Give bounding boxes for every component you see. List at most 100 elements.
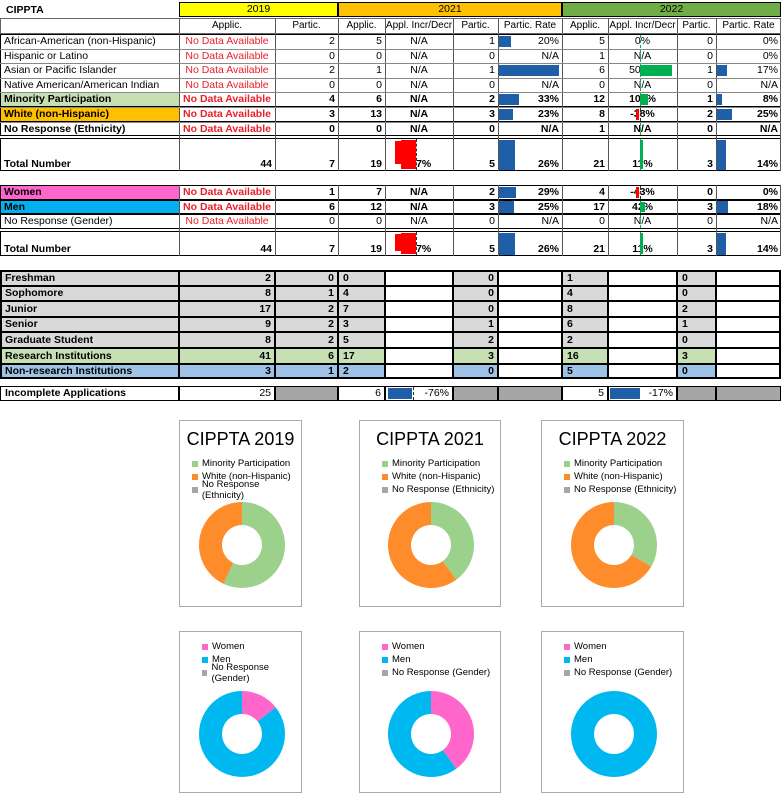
- cell-r22: 25%: [756, 108, 778, 121]
- row-label: Incomplete Applications: [0, 386, 179, 402]
- legend-swatch: [382, 473, 388, 480]
- cell-r22: 14%: [756, 157, 778, 170]
- partic-rate-bar: [717, 232, 726, 255]
- legend-item: No Response (Gender): [202, 662, 301, 684]
- blank-cell: [498, 316, 562, 333]
- cell-a22: 8: [599, 108, 605, 121]
- cell-r22: 0%: [762, 35, 778, 48]
- legend-swatch: [382, 486, 388, 493]
- partic-rate-bar: [717, 93, 722, 106]
- cell-a22: 8: [562, 301, 608, 317]
- legend-label: Minority Participation: [392, 458, 481, 469]
- legend-label: White (non-Hispanic): [202, 471, 291, 482]
- grey-cell: [498, 386, 562, 402]
- cell-r22: 14%: [756, 242, 778, 255]
- row-label: Hispanic or Latino: [4, 49, 89, 62]
- cell-a19: 44: [260, 242, 272, 255]
- legend-swatch: [202, 643, 208, 650]
- cell-a21: 0: [376, 215, 382, 228]
- legend-label: No Response (Gender): [392, 667, 491, 678]
- column-header-r22: Partic. Rate: [722, 20, 775, 31]
- legend-swatch: [564, 656, 570, 663]
- cell-p21: 0: [489, 49, 495, 62]
- incomplete-bar-2021: [388, 388, 412, 400]
- cell-i21: N/A: [410, 35, 428, 48]
- cell-a22: 4: [562, 285, 608, 302]
- cell-r22: 0%: [762, 49, 778, 62]
- cell-a21: 0: [376, 49, 382, 62]
- legend-item: Women: [202, 640, 301, 653]
- legend-label: Women: [212, 641, 245, 652]
- cell-r21: 33%: [537, 93, 559, 106]
- cell-p22: 0: [707, 49, 713, 62]
- row-gridline: [0, 77, 781, 79]
- cell-p22: 3: [707, 157, 713, 170]
- chart-panel: CIPPTA 2022 Minority Participation White (…: [541, 420, 684, 607]
- column-gridline: [498, 18, 499, 172]
- chart-panel: CIPPTA 2021 Minority Participation White (…: [359, 420, 501, 607]
- cell-a22: 1: [599, 122, 605, 135]
- chart-panel: Women Men No Response (Gender): [541, 631, 684, 793]
- legend-label: Men: [212, 654, 231, 665]
- cell-r22: N/A: [760, 78, 778, 91]
- legend-swatch: [564, 460, 570, 467]
- partic-rate-bar: [499, 35, 511, 48]
- column-header-i21: Appl. Incr/Decr: [385, 20, 453, 31]
- blank-cell: [385, 348, 453, 364]
- blank-cell: [498, 332, 562, 348]
- column-gridline: [385, 18, 386, 172]
- incr-zero-line: [640, 93, 641, 106]
- cell-a22: 21: [593, 157, 605, 170]
- column-gridline: [716, 18, 717, 172]
- partic-rate-bar: [717, 64, 727, 77]
- cell-p21: 1: [453, 316, 498, 333]
- column-header-a21: Applic.: [346, 20, 377, 31]
- cell-p22: 0: [707, 122, 713, 135]
- cell-r21: 23%: [537, 108, 559, 121]
- cell-r21: 29%: [537, 186, 559, 199]
- cell-p21: 0: [489, 215, 495, 228]
- cell-p21: 3: [489, 200, 495, 213]
- cell-a21: 6: [376, 93, 382, 106]
- cell-p21: 5: [489, 157, 495, 170]
- chart-title: CIPPTA 2019: [186, 429, 295, 449]
- column-gridline: [338, 185, 339, 256]
- cell-r21: N/A: [541, 78, 559, 91]
- blank-cell: [385, 316, 453, 333]
- cell-i21: N/A: [409, 122, 429, 135]
- donut-slice-white-non-hispanic: [199, 502, 242, 584]
- chart-legend: Minority Participation White (non-Hispani…: [382, 457, 494, 496]
- legend-item: No Response (Ethnicity): [192, 479, 301, 501]
- cell-i22: -17%: [608, 386, 677, 402]
- cell-a22: 0: [599, 78, 605, 91]
- cell-r21: N/A: [540, 122, 559, 135]
- cell-a22: 2: [562, 332, 608, 348]
- gender-row-border: [0, 214, 781, 229]
- cell-p22: 0: [677, 332, 716, 348]
- legend-swatch: [564, 669, 570, 676]
- cell-p19: 3: [329, 108, 335, 121]
- cell-p22: 2: [707, 108, 713, 121]
- legend-item: Minority Participation: [564, 457, 676, 470]
- row-label: Total Number: [4, 157, 71, 170]
- gender-row-border: [0, 185, 781, 200]
- incr-decr-bar: [636, 187, 639, 198]
- column-header-r21: Partic. Rate: [503, 20, 557, 31]
- cell-p19: 2: [329, 35, 335, 48]
- legend-item: No Response (Ethnicity): [382, 483, 494, 496]
- incr-zero-line: [640, 35, 641, 48]
- blank-cell: [608, 301, 677, 317]
- donut-chart: [199, 691, 285, 777]
- incr-zero-line: [640, 200, 641, 214]
- column-gridline: [275, 18, 276, 172]
- incr-zero-line: [640, 215, 641, 228]
- cell-a21: 13: [370, 108, 382, 121]
- cell-i21: N/A: [410, 64, 428, 77]
- partic-rate-bar: [499, 232, 515, 255]
- chart-panel: CIPPTA 2019 Minority Participation White (…: [179, 420, 302, 607]
- cell-p22: 3: [677, 348, 716, 364]
- cell-p19: 2: [329, 64, 335, 77]
- donut-chart: [570, 691, 657, 777]
- cell-i22: N/A: [633, 215, 652, 228]
- partic-rate-bar: [499, 186, 516, 199]
